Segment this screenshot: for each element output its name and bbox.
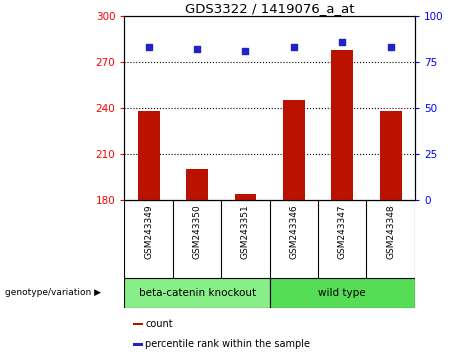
Text: GSM243347: GSM243347 — [338, 204, 347, 258]
Point — [145, 44, 152, 50]
Text: percentile rank within the sample: percentile rank within the sample — [145, 339, 310, 349]
Text: GSM243348: GSM243348 — [386, 204, 395, 258]
Text: beta-catenin knockout: beta-catenin knockout — [138, 288, 256, 298]
Bar — [283, 100, 305, 200]
Point — [242, 48, 249, 54]
Bar — [380, 111, 402, 200]
Point — [193, 46, 201, 52]
Title: GDS3322 / 1419076_a_at: GDS3322 / 1419076_a_at — [185, 2, 355, 15]
Text: genotype/variation ▶: genotype/variation ▶ — [5, 289, 100, 297]
Bar — [138, 111, 160, 200]
Point — [290, 44, 298, 50]
Bar — [331, 50, 353, 200]
Bar — [235, 194, 256, 200]
Text: wild type: wild type — [319, 288, 366, 298]
Text: count: count — [145, 319, 173, 329]
Bar — [133, 323, 143, 325]
Bar — [133, 343, 143, 346]
Bar — [124, 278, 270, 308]
Text: GSM243350: GSM243350 — [193, 204, 201, 259]
Point — [338, 39, 346, 45]
Bar — [186, 169, 208, 200]
Bar — [270, 278, 415, 308]
Text: GSM243346: GSM243346 — [290, 204, 298, 258]
Text: GSM243351: GSM243351 — [241, 204, 250, 259]
Point — [387, 44, 394, 50]
Text: GSM243349: GSM243349 — [144, 204, 153, 258]
